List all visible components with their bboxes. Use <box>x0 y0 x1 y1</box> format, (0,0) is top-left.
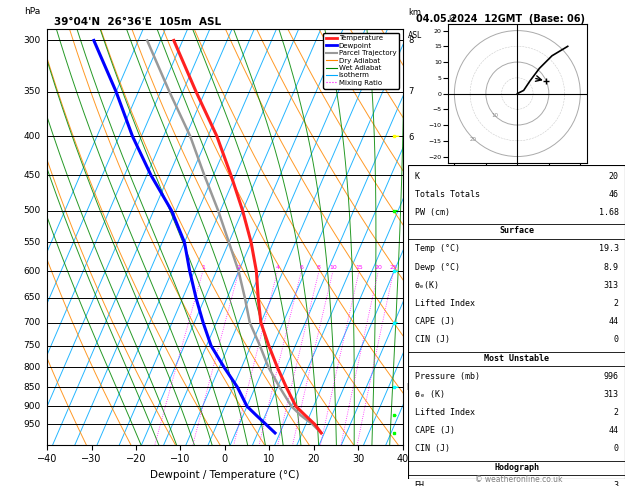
Text: © weatheronline.co.uk: © weatheronline.co.uk <box>475 474 563 484</box>
Text: 8.9: 8.9 <box>604 262 619 272</box>
Text: kt: kt <box>448 15 456 24</box>
Text: θₑ(K): θₑ(K) <box>415 281 440 290</box>
Text: Temp (°C): Temp (°C) <box>415 244 460 253</box>
Text: 25: 25 <box>389 265 398 270</box>
Text: Surface: Surface <box>499 226 534 235</box>
X-axis label: Dewpoint / Temperature (°C): Dewpoint / Temperature (°C) <box>150 470 299 480</box>
Text: 350: 350 <box>23 87 40 96</box>
Text: 19.3: 19.3 <box>599 244 619 253</box>
Text: EH: EH <box>415 481 425 486</box>
Text: LCL: LCL <box>406 383 420 392</box>
Text: 3: 3 <box>408 318 413 327</box>
Text: 300: 300 <box>23 36 40 45</box>
Text: 4: 4 <box>408 267 413 276</box>
Text: 996: 996 <box>604 372 619 381</box>
Text: 20: 20 <box>374 265 382 270</box>
Text: CAPE (J): CAPE (J) <box>415 426 455 435</box>
Text: km: km <box>408 8 421 17</box>
Text: Dewp (°C): Dewp (°C) <box>415 262 460 272</box>
Text: 20: 20 <box>470 137 477 142</box>
Text: 46: 46 <box>609 190 619 199</box>
Text: Lifted Index: Lifted Index <box>415 299 475 308</box>
Text: 450: 450 <box>23 171 40 180</box>
Text: 3: 3 <box>614 481 619 486</box>
Legend: Temperature, Dewpoint, Parcel Trajectory, Dry Adiabat, Wet Adiabat, Isotherm, Mi: Temperature, Dewpoint, Parcel Trajectory… <box>323 33 399 88</box>
Text: 2: 2 <box>614 299 619 308</box>
Text: 950: 950 <box>23 420 40 429</box>
Text: 10: 10 <box>329 265 337 270</box>
Text: 4: 4 <box>276 265 279 270</box>
Text: 900: 900 <box>23 402 40 411</box>
Text: 39°04'N  26°36'E  105m  ASL: 39°04'N 26°36'E 105m ASL <box>54 17 221 27</box>
Text: 600: 600 <box>23 267 40 276</box>
Text: 800: 800 <box>23 363 40 372</box>
Text: ASL: ASL <box>408 32 422 40</box>
Text: 20: 20 <box>609 172 619 181</box>
Text: 750: 750 <box>23 341 40 350</box>
Text: 8: 8 <box>408 36 413 45</box>
Text: θₑ (K): θₑ (K) <box>415 390 445 399</box>
Text: 8: 8 <box>317 265 321 270</box>
Text: 5: 5 <box>408 209 413 218</box>
Text: 1: 1 <box>408 402 413 411</box>
Text: 500: 500 <box>23 206 40 215</box>
Text: Pressure (mb): Pressure (mb) <box>415 372 480 381</box>
FancyBboxPatch shape <box>408 165 625 479</box>
Text: CAPE (J): CAPE (J) <box>415 317 455 326</box>
Text: Mixing Ratio (g/kg): Mixing Ratio (g/kg) <box>409 280 416 346</box>
Text: 6: 6 <box>299 265 303 270</box>
Text: 7: 7 <box>408 87 413 96</box>
Text: 0: 0 <box>614 335 619 345</box>
Text: Hodograph: Hodograph <box>494 463 539 471</box>
Text: Most Unstable: Most Unstable <box>484 353 549 363</box>
Text: K: K <box>415 172 420 181</box>
Text: 1: 1 <box>201 265 205 270</box>
Text: 44: 44 <box>609 317 619 326</box>
Text: 400: 400 <box>23 132 40 141</box>
Text: 550: 550 <box>23 238 40 247</box>
Text: 2: 2 <box>408 361 413 369</box>
Text: CIN (J): CIN (J) <box>415 444 450 453</box>
Text: 44: 44 <box>609 426 619 435</box>
Text: 15: 15 <box>355 265 363 270</box>
Text: 2: 2 <box>237 265 241 270</box>
Text: 1.68: 1.68 <box>599 208 619 217</box>
Text: 650: 650 <box>23 294 40 302</box>
Text: CIN (J): CIN (J) <box>415 335 450 345</box>
Text: 700: 700 <box>23 318 40 327</box>
Text: 313: 313 <box>604 390 619 399</box>
Text: 10: 10 <box>492 113 499 118</box>
Text: 0: 0 <box>614 444 619 453</box>
Text: 313: 313 <box>604 281 619 290</box>
Text: PW (cm): PW (cm) <box>415 208 450 217</box>
Text: 6: 6 <box>408 134 413 142</box>
Text: 04.05.2024  12GMT  (Base: 06): 04.05.2024 12GMT (Base: 06) <box>416 14 584 24</box>
Text: Lifted Index: Lifted Index <box>415 408 475 417</box>
Text: 850: 850 <box>23 383 40 392</box>
Text: hPa: hPa <box>25 7 40 16</box>
Text: Totals Totals: Totals Totals <box>415 190 480 199</box>
Text: 2: 2 <box>614 408 619 417</box>
